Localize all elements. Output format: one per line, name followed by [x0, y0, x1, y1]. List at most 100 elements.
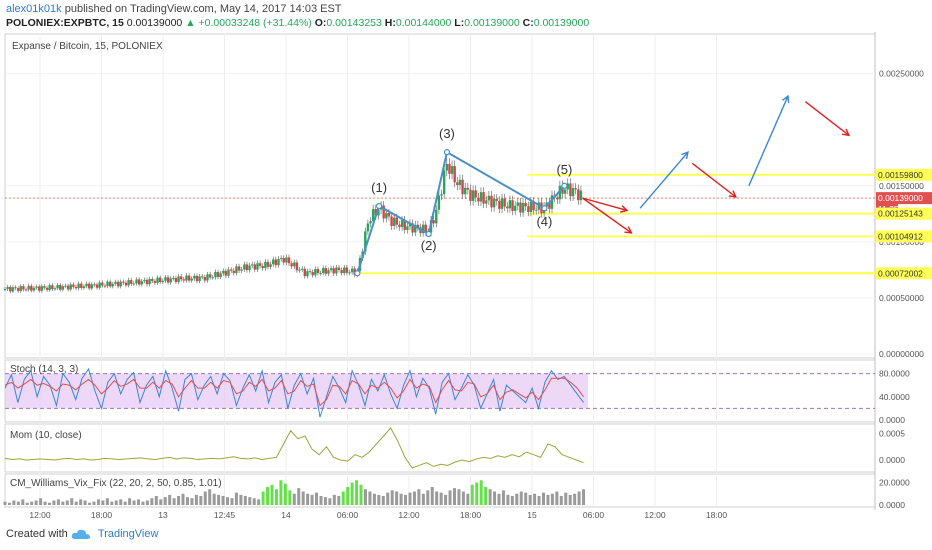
open-label: O: [314, 17, 327, 29]
vix-bar [168, 494, 172, 505]
candle-body [569, 183, 572, 197]
vix-bar [466, 493, 470, 505]
candle-body [35, 286, 38, 288]
candle-body [72, 284, 75, 287]
vix-bar [323, 497, 327, 505]
price-label-bg [876, 192, 932, 205]
candle-body [279, 258, 283, 260]
candle-body [343, 267, 346, 274]
tradingview-brand-link[interactable]: TradingView [97, 528, 159, 540]
candle-body [403, 219, 406, 230]
candle-body [285, 257, 288, 263]
candle-body [208, 274, 212, 278]
vix-bar [448, 490, 452, 505]
x-tick-label: 18:00 [706, 510, 728, 520]
candle-body [437, 195, 441, 210]
close-label: C: [522, 17, 534, 29]
candle-body [435, 209, 438, 224]
vix-bar [319, 496, 323, 505]
vix-title: CM_Williams_Vix_Fix (22, 20, 2, 50, 0.85… [10, 478, 222, 489]
vix-bar [261, 491, 265, 505]
vix-bar [159, 499, 163, 505]
candle-body [340, 270, 343, 274]
vix-bar [141, 501, 145, 505]
candle-body [532, 201, 535, 211]
vix-bar [16, 501, 20, 505]
low-value: 0.00139000 [464, 17, 520, 29]
vix-bar [119, 499, 123, 505]
candle-body [127, 280, 130, 286]
candle-body [182, 279, 186, 281]
stoch-band [5, 373, 588, 409]
close-value: 0.00139000 [533, 17, 590, 29]
vix-bar [559, 496, 563, 505]
candle-body [179, 276, 183, 280]
candle-body [82, 286, 86, 288]
candle-body [106, 281, 109, 287]
footer: Created with TradingView [6, 528, 158, 540]
vix-bar [359, 484, 363, 505]
candle-body [116, 281, 120, 287]
candle-body [227, 269, 230, 276]
wave-line [427, 151, 448, 235]
candle-body [282, 258, 285, 263]
vix-bar [212, 493, 216, 505]
wave-point [561, 182, 568, 189]
chart-canvas[interactable]: 12:00 18:00 13 12:45 14 06:00 12:00 18:00 15 06:0… [0, 32, 932, 522]
candle-body [261, 265, 264, 269]
price-label: 0.00072002 [878, 268, 923, 278]
vix-bar [163, 497, 167, 505]
candle-body [216, 272, 220, 277]
wave-line [356, 205, 381, 274]
vix-bar [426, 490, 430, 505]
candle-body [566, 183, 569, 190]
candle-body [332, 268, 335, 274]
candle-body [140, 281, 143, 285]
vix-bar [452, 488, 456, 505]
vix-bar [461, 491, 465, 505]
candle-body [450, 166, 454, 174]
candle-body [206, 274, 209, 281]
candle-body [256, 263, 259, 270]
candle-body [30, 285, 33, 291]
wave-line [543, 185, 566, 209]
candle-body [579, 190, 583, 201]
candle-body [461, 179, 464, 195]
candle-body [16, 288, 20, 291]
vix-bar [399, 493, 403, 505]
candle-body [266, 261, 270, 267]
vix-y-tick: 0.0000 [879, 500, 905, 510]
vix-bar [506, 494, 510, 505]
vix-bar [510, 496, 514, 505]
candle-body [143, 279, 146, 282]
candle-body [411, 223, 414, 233]
vix-bar [230, 498, 234, 505]
candle-body [382, 205, 385, 219]
vix-bar [292, 493, 296, 505]
forecast-arrow-line [639, 151, 689, 209]
vix-bar [488, 489, 492, 505]
candle-body [369, 221, 372, 224]
candle-body [14, 287, 17, 289]
candle-body [235, 266, 238, 274]
candle-body [45, 287, 49, 290]
candle-body [287, 257, 291, 264]
candle-body [308, 271, 312, 273]
candle-body [277, 258, 280, 266]
candle-body [456, 182, 459, 186]
candle-body [474, 190, 477, 198]
candle-body [119, 281, 122, 287]
vix-bar [12, 500, 16, 505]
candle-body [371, 209, 375, 222]
candle-body [185, 275, 188, 281]
author-link[interactable]: alex01k01k [6, 3, 62, 15]
candle-body [177, 276, 180, 282]
candle-body [482, 192, 485, 204]
stoch-y-tick: 80.0000 [879, 369, 910, 379]
wave-point [354, 270, 361, 277]
candle-body [319, 273, 322, 275]
forecast-arrow-head [624, 226, 633, 234]
candle-body [421, 224, 425, 234]
vix-bar [493, 491, 497, 505]
vix-bar [386, 492, 390, 505]
